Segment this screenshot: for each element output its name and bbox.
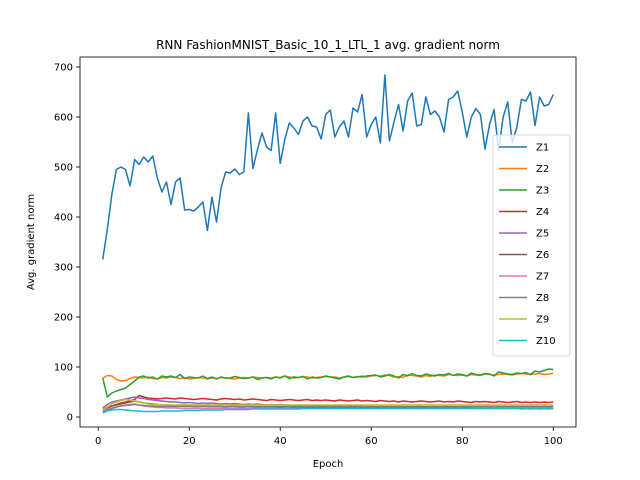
x-tick-label: 100 xyxy=(544,436,563,447)
y-tick-label: 200 xyxy=(54,313,73,324)
x-tick-label: 0 xyxy=(95,436,101,447)
series-line-z1 xyxy=(102,74,554,260)
legend: Z1 Z2 Z3 Z4 Z5 Z6 Z7 Z8 Z9 Z10 xyxy=(492,134,571,357)
x-tick-label: 80 xyxy=(456,436,469,447)
x-tick-label: 40 xyxy=(274,436,287,447)
y-tick-label: 600 xyxy=(54,113,73,124)
legend-label: Z9 xyxy=(536,315,549,326)
y-tick-label: 100 xyxy=(54,363,73,374)
y-tick-label: 0 xyxy=(67,413,73,424)
legend-label: Z7 xyxy=(536,272,549,283)
legend-label: Z3 xyxy=(536,186,549,197)
legend-label: Z8 xyxy=(536,293,549,304)
series-line-z10 xyxy=(102,407,554,414)
series-line-z4 xyxy=(102,394,554,411)
y-tick-label: 300 xyxy=(54,263,73,274)
legend-label: Z5 xyxy=(536,229,549,240)
x-axis-label: Epoch xyxy=(313,459,344,470)
series-layer xyxy=(102,74,554,414)
legend-label: Z10 xyxy=(536,336,556,347)
series-line-z9 xyxy=(102,398,554,411)
legend-label: Z6 xyxy=(536,250,549,261)
y-tick-label: 700 xyxy=(54,63,73,74)
legend-label: Z1 xyxy=(536,143,549,154)
legend-label: Z2 xyxy=(536,164,549,175)
series-line-z8 xyxy=(102,403,554,413)
plot-frame xyxy=(79,56,577,428)
x-tick-label: 60 xyxy=(365,436,378,447)
y-tick-label: 500 xyxy=(54,163,73,174)
y-axis-label: Avg. gradient norm xyxy=(26,194,37,290)
x-tick-label: 20 xyxy=(183,436,196,447)
axes-layer: 0 20 40 60 80 100 0 100 200 300 400 500 600 700 xyxy=(54,56,577,447)
legend-label: Z4 xyxy=(536,207,549,218)
y-tick-label: 400 xyxy=(54,213,73,224)
series-line-z3 xyxy=(102,368,554,398)
chart-title: RNN FashionMNIST_Basic_10_1_LTL_1 avg. g… xyxy=(156,38,500,52)
